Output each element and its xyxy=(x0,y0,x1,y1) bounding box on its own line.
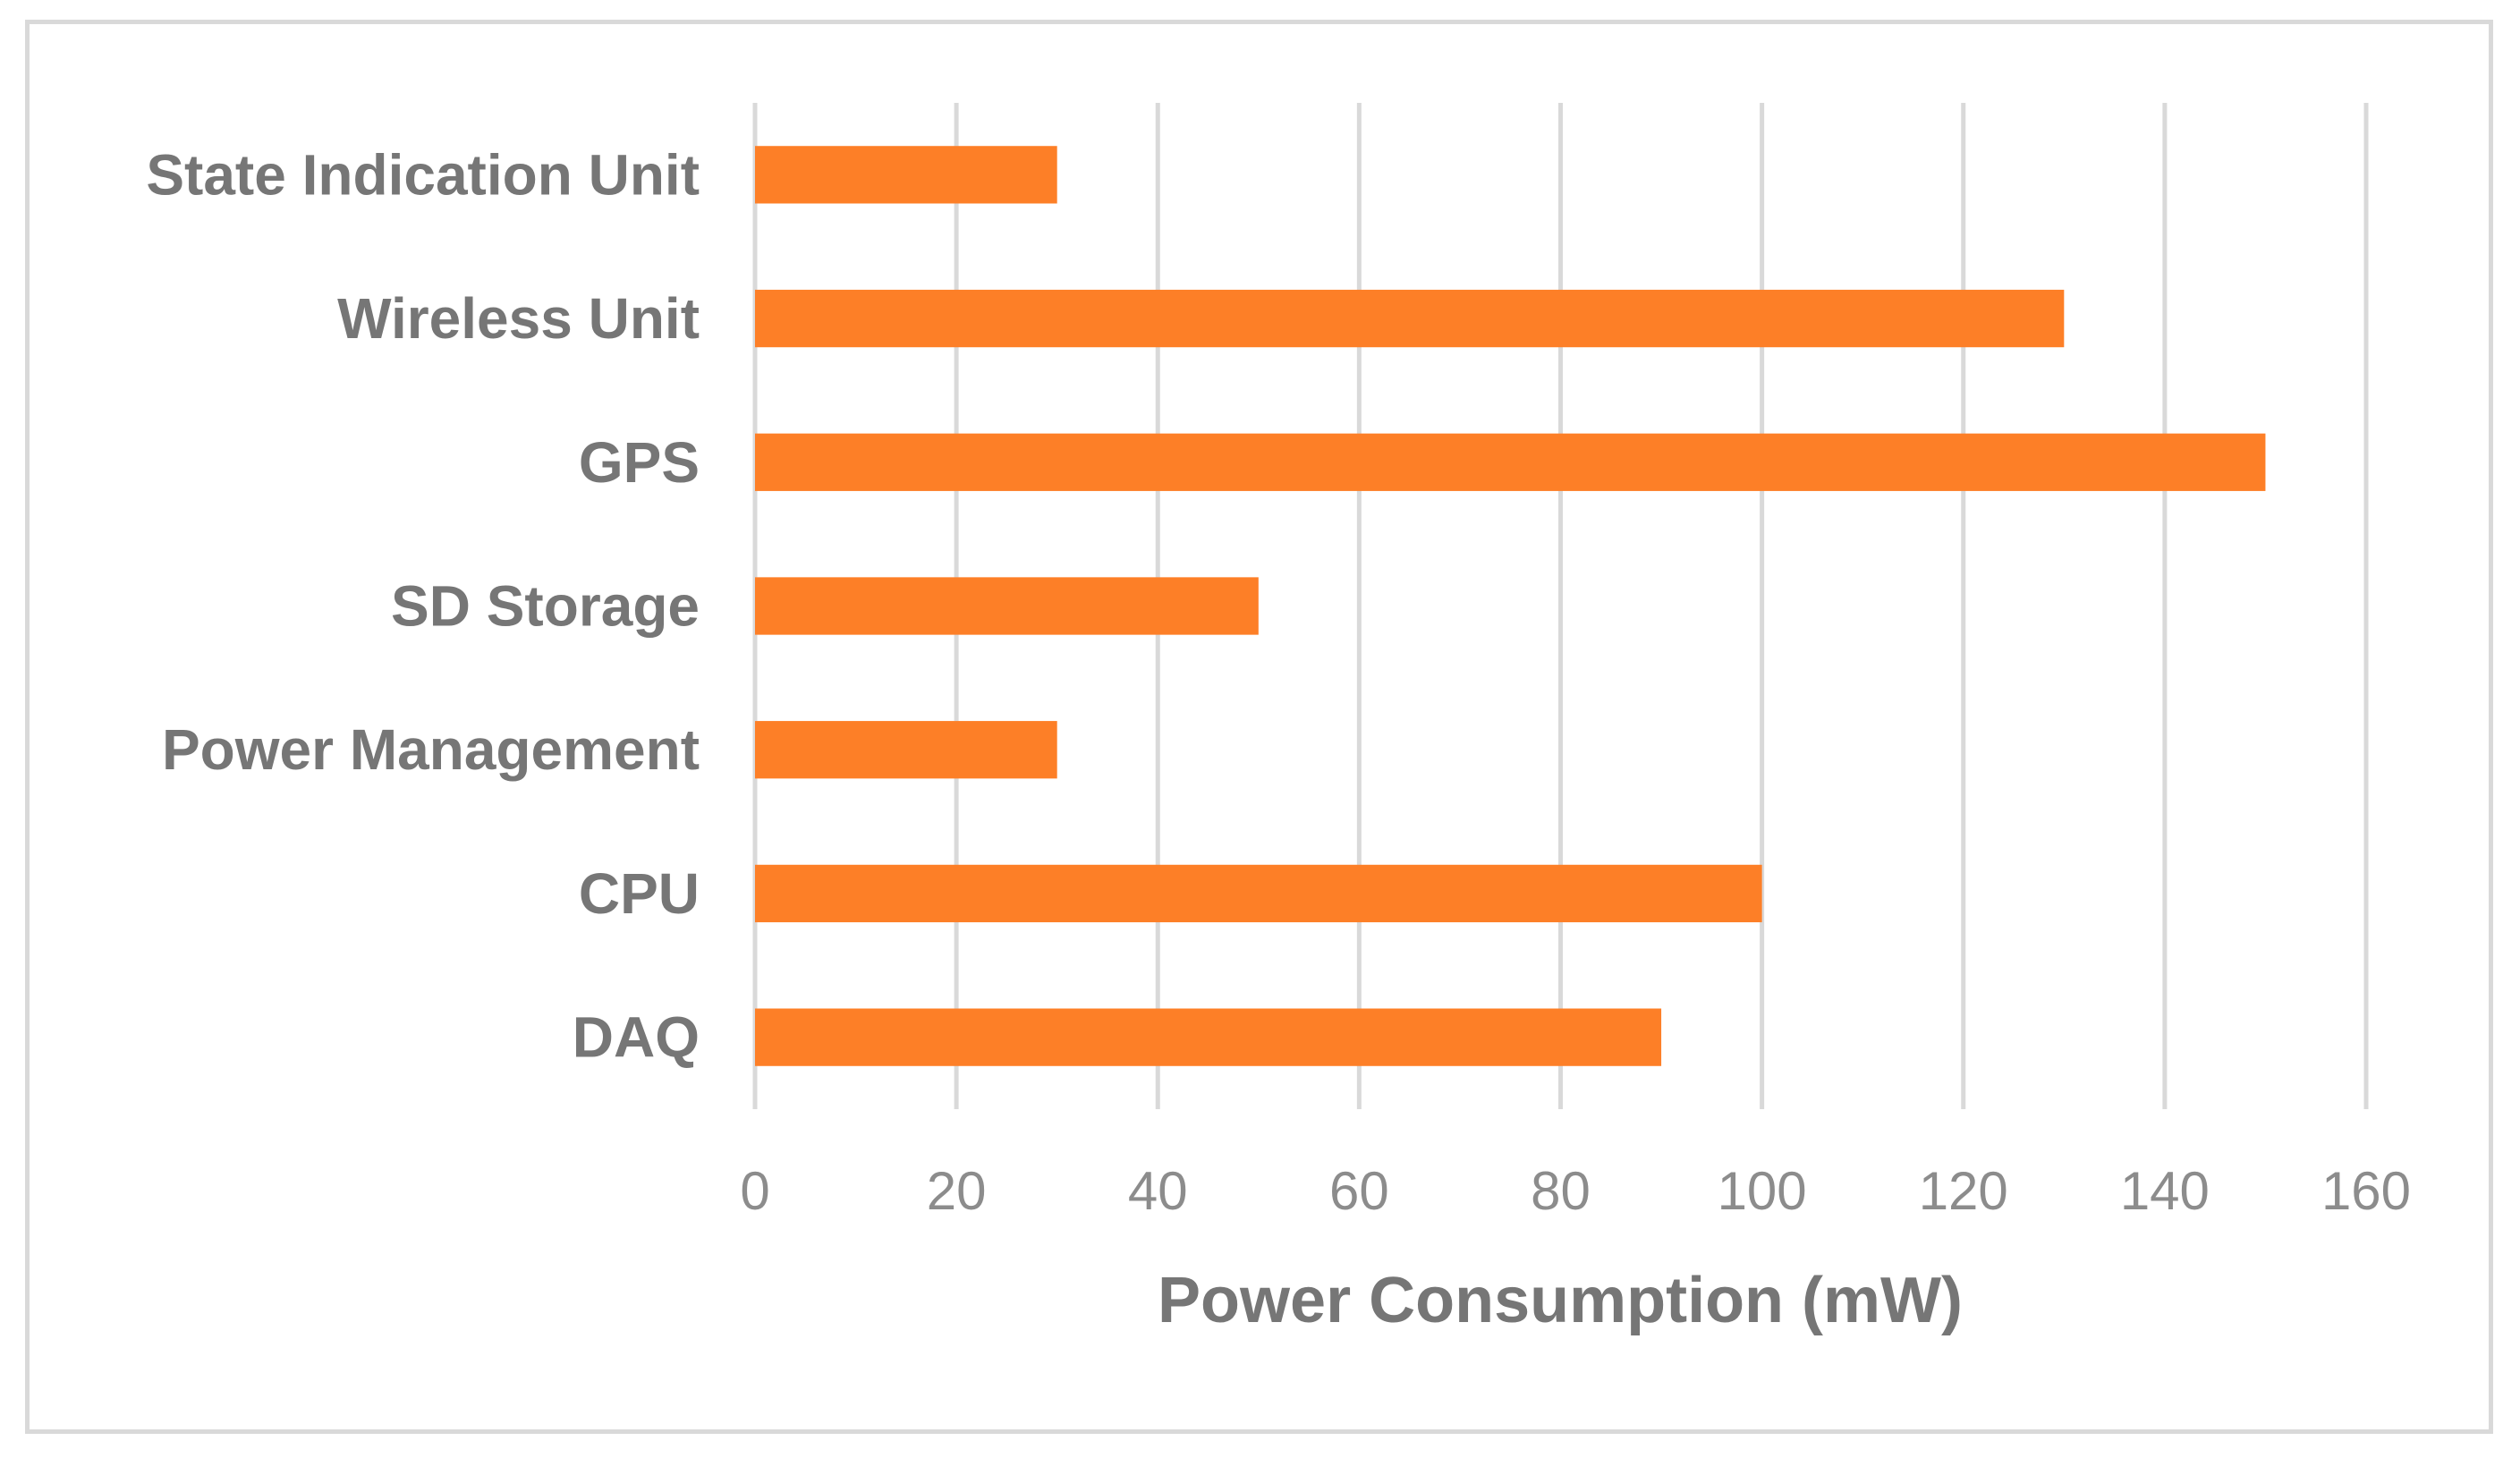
category-label: SD Storage xyxy=(391,574,700,639)
bars xyxy=(755,146,2266,1066)
category-label: Power Management xyxy=(162,717,700,782)
category-label: DAQ xyxy=(573,1005,700,1070)
category-labels: DAQ CPU Power Management SD Storage GPS Wirel… xyxy=(146,142,700,1069)
category-label: Wireless Unit xyxy=(337,286,700,351)
bar-sd-storage xyxy=(755,577,1259,635)
bar-power-management xyxy=(755,721,1057,779)
bar-wireless-unit xyxy=(755,289,2065,348)
x-axis-title: Power Consumption (mW) xyxy=(1158,1265,1963,1336)
x-tick-labels: 0 20 40 60 80 100 120 140 160 xyxy=(740,1161,2411,1221)
x-tick-label: 20 xyxy=(927,1161,987,1221)
x-tick-label: 60 xyxy=(1329,1161,1389,1221)
x-tick-label: 40 xyxy=(1128,1161,1188,1221)
bar-daq xyxy=(755,1008,1662,1066)
x-tick-label: 120 xyxy=(1919,1161,2008,1221)
bar-cpu xyxy=(755,864,1762,923)
x-tick-label: 80 xyxy=(1531,1161,1591,1221)
bar-state-indication-unit xyxy=(755,146,1057,204)
x-tick-label: 160 xyxy=(2321,1161,2411,1221)
category-label: CPU xyxy=(579,861,700,926)
x-tick-label: 100 xyxy=(1718,1161,1807,1221)
category-label: GPS xyxy=(579,430,700,495)
x-tick-label: 140 xyxy=(2120,1161,2210,1221)
x-tick-label: 0 xyxy=(740,1161,769,1221)
chart-frame xyxy=(25,20,2493,1434)
bar-gps xyxy=(755,433,2266,491)
category-label: State Indication Unit xyxy=(146,142,700,207)
gridlines xyxy=(752,103,2369,1109)
